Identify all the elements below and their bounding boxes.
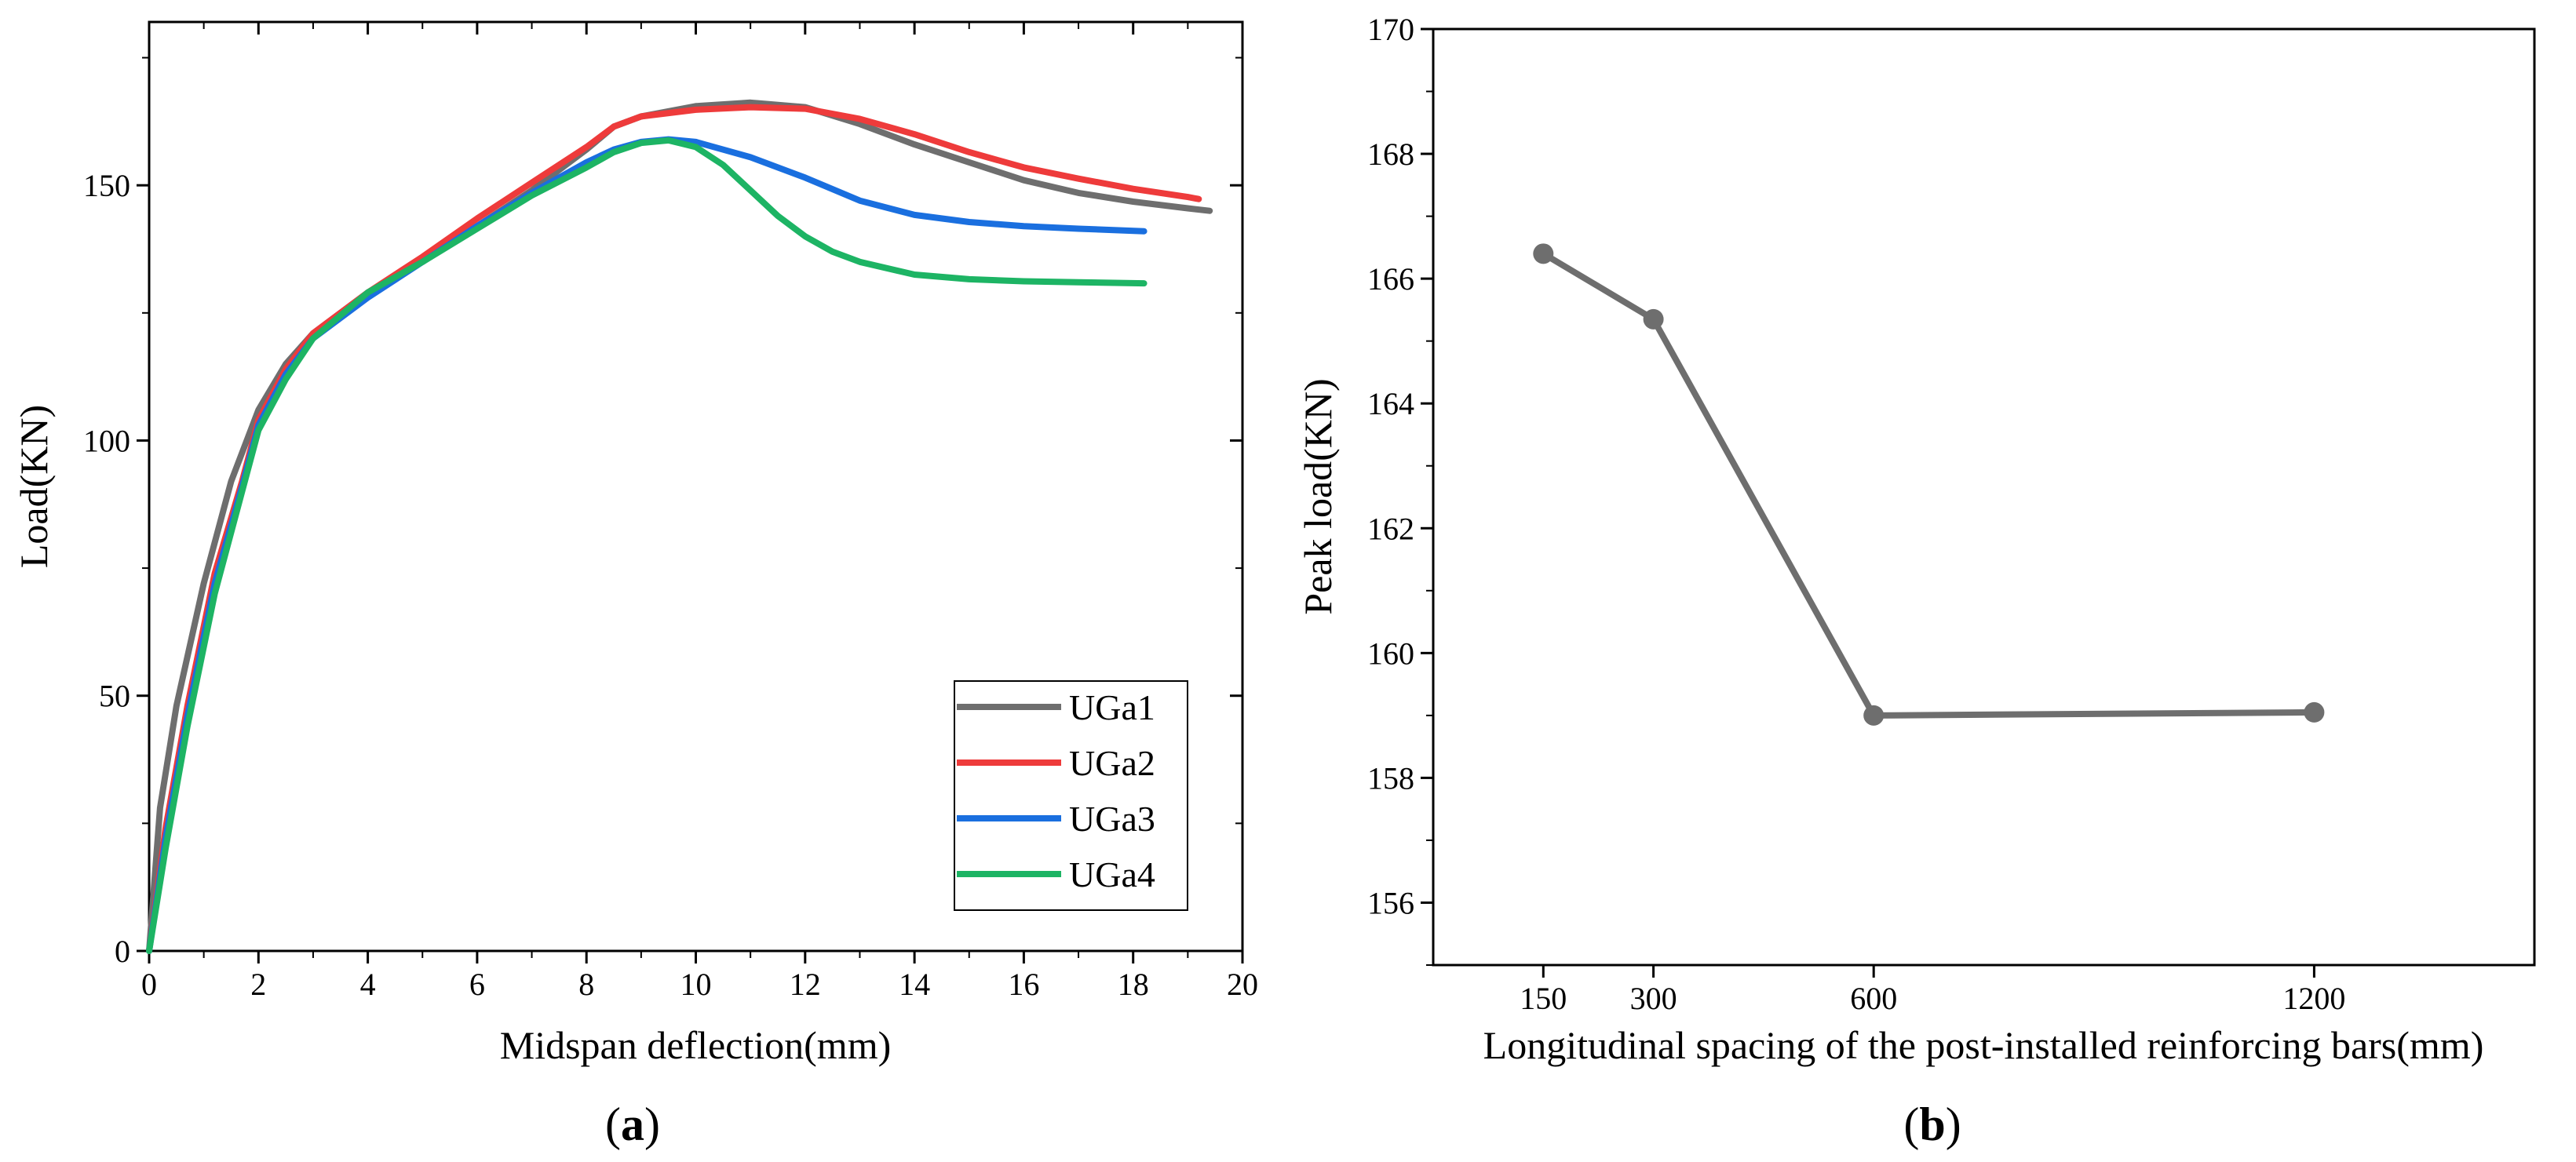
- x-tick-label: 1200: [2282, 981, 2345, 1016]
- y-tick-label: 156: [1367, 885, 1414, 920]
- y-axis-title-b: Peak load(KN): [1296, 378, 1340, 614]
- x-tick-label: 6: [469, 967, 485, 1002]
- data-point: [1643, 308, 1664, 330]
- data-point: [1863, 705, 1885, 726]
- x-tick-label: 16: [1008, 967, 1039, 1002]
- y-tick-label: 168: [1367, 137, 1414, 172]
- legend-label-uga3: UGa3: [1069, 799, 1155, 839]
- x-tick-label: 0: [141, 967, 157, 1002]
- y-ticks-a: 0 50 100 150: [83, 56, 1242, 969]
- x-tick-label: 8: [578, 967, 594, 1002]
- y-axis-title-a: Load(KN): [12, 405, 56, 568]
- legend-label-uga2: UGa2: [1069, 743, 1155, 783]
- panel-label-a: (a): [605, 1098, 660, 1150]
- x-tick-label: 12: [790, 967, 821, 1002]
- y-tick-label: 150: [83, 168, 130, 203]
- x-axis-title-b: Longitudinal spacing of the post-install…: [1483, 1023, 2484, 1067]
- y-tick-label: 50: [99, 679, 130, 714]
- series-line-uga4: [146, 137, 1148, 954]
- x-tick-label: 2: [250, 967, 266, 1002]
- x-axis-title-a: Midspan deflection(mm): [500, 1023, 892, 1067]
- y-ticks-b: 156 158 160 162 164 166 168 170: [1367, 12, 1433, 966]
- y-tick-label: 166: [1367, 261, 1414, 297]
- x-tick-label: 4: [360, 967, 376, 1002]
- x-tick-label: 20: [1227, 967, 1258, 1002]
- legend-label-uga1: UGa1: [1069, 687, 1155, 727]
- panel-a: 0 2 4 6 8 10 12 14 16 18 20 0 50 100 150 Midspan defl…: [12, 20, 1258, 1150]
- series-lines-b: [1533, 243, 2325, 726]
- series-lines-a: [146, 99, 1213, 954]
- legend-label-uga4: UGa4: [1069, 854, 1155, 894]
- series-line-peak-load: [1542, 250, 2315, 719]
- x-tick-label: 10: [680, 967, 712, 1002]
- y-tick-label: 0: [115, 934, 130, 969]
- y-tick-label: 158: [1367, 760, 1414, 796]
- x-tick-label: 14: [899, 967, 930, 1002]
- panel-label-b: (b): [1903, 1098, 1961, 1150]
- x-tick-label: 18: [1118, 967, 1149, 1002]
- legend-a: UGa1 UGa2 UGa3 UGa4: [954, 680, 1188, 911]
- x-ticks-a: 0 2 4 6 8 10 12 14 16 18 20: [141, 22, 1258, 1002]
- x-tick-label: 150: [1520, 981, 1567, 1016]
- y-tick-label: 170: [1367, 12, 1414, 47]
- y-tick-label: 100: [83, 423, 130, 458]
- panel-label-a-letter: a: [621, 1098, 644, 1150]
- panel-b: 150 300 600 1200 156 158 160 162 164 166 168 170 L…: [1296, 12, 2536, 1150]
- panel-label-b-letter: b: [1919, 1098, 1945, 1150]
- y-tick-label: 164: [1367, 386, 1414, 421]
- data-point: [2304, 701, 2325, 723]
- y-tick-label: 162: [1367, 511, 1414, 546]
- x-tick-label: 300: [1630, 981, 1677, 1016]
- x-ticks-b: 150 300 600 1200: [1520, 965, 2345, 1016]
- plot-frame-b: [1432, 27, 2536, 967]
- x-tick-label: 600: [1850, 981, 1897, 1016]
- data-point: [1533, 243, 1554, 264]
- y-tick-label: 160: [1367, 636, 1414, 671]
